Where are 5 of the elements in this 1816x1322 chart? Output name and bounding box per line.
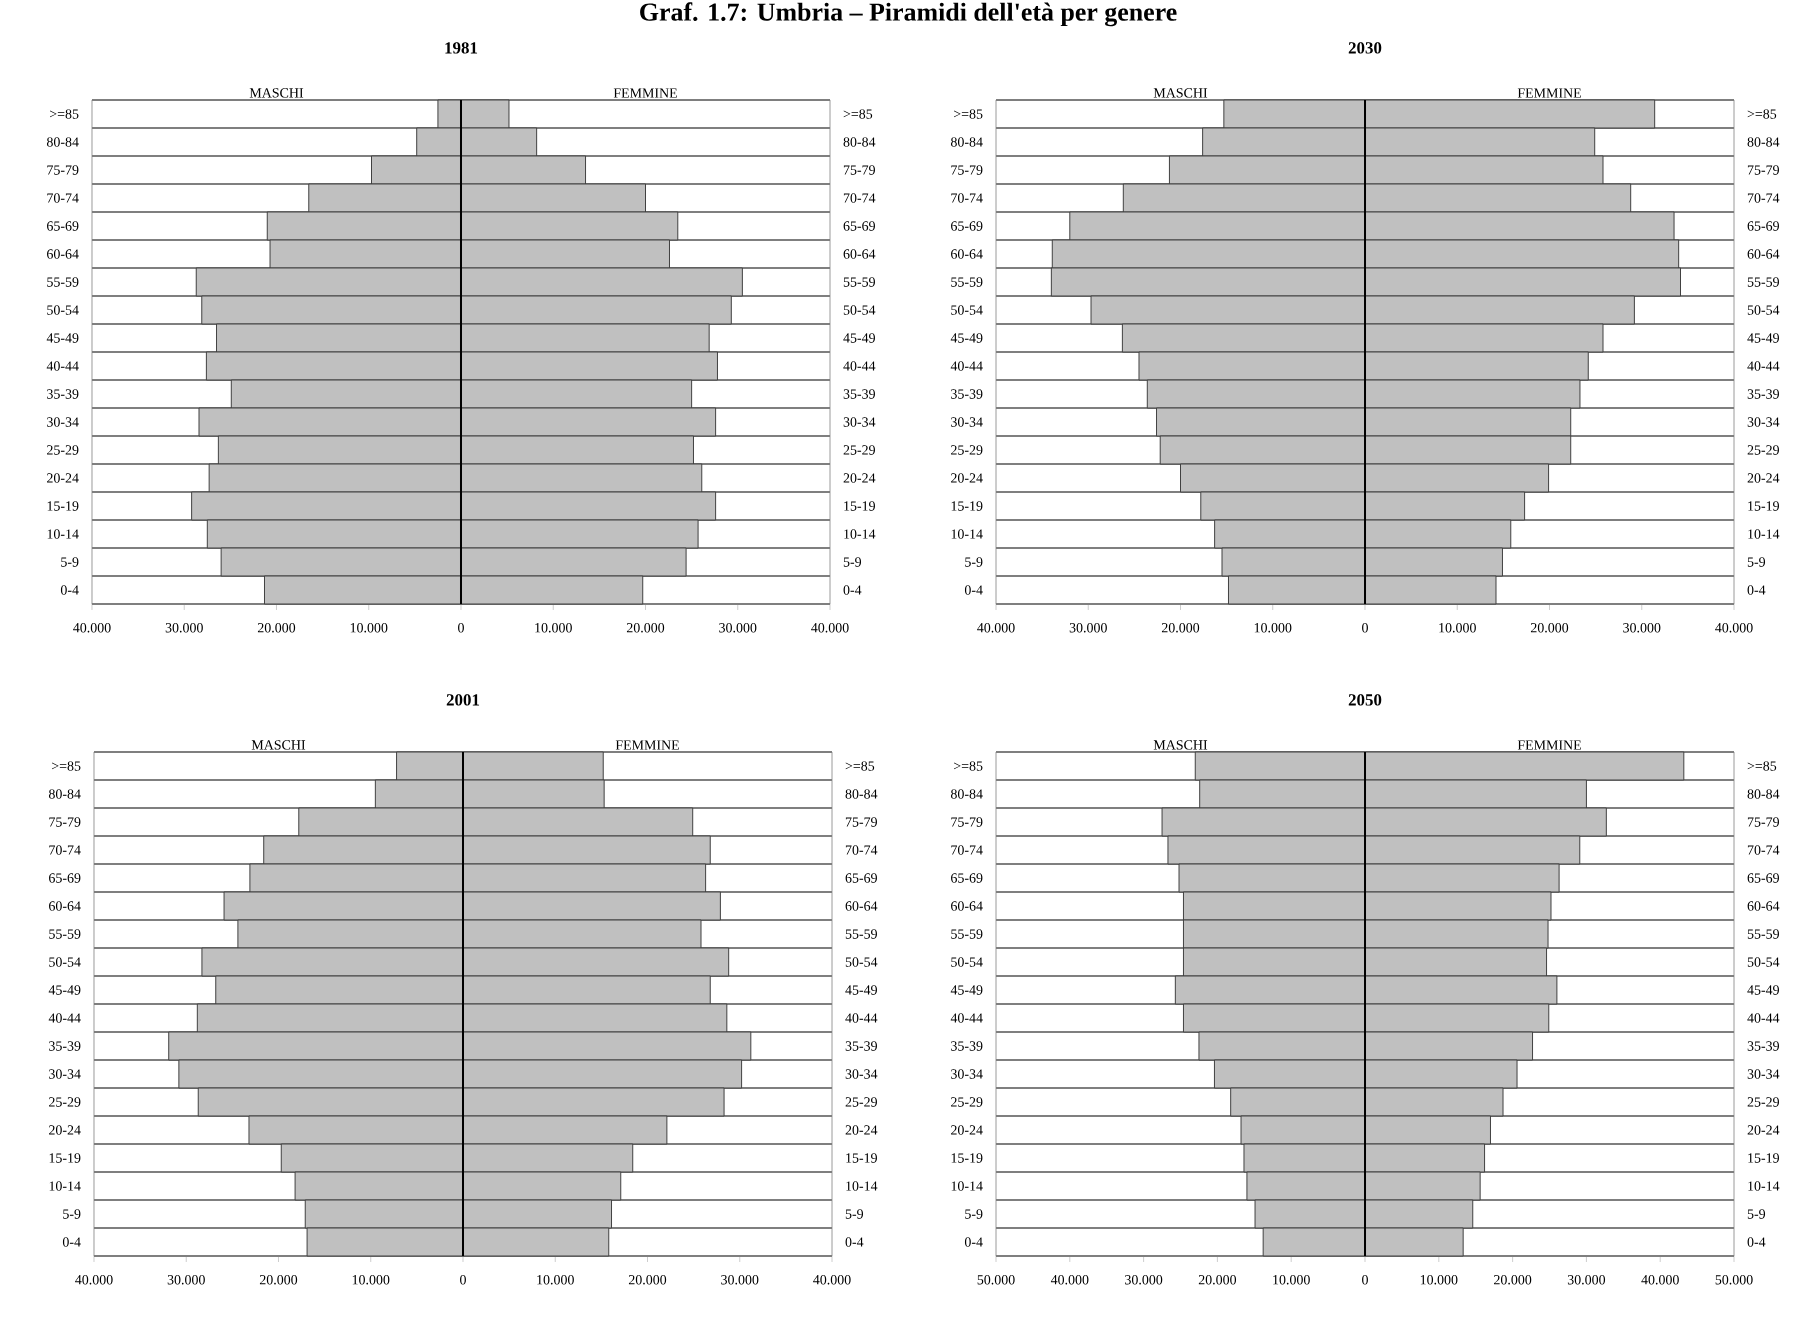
chart-title: 2050 bbox=[1348, 694, 1382, 706]
chart-title: 2001 bbox=[446, 694, 480, 706]
chart-title: 2030 bbox=[1348, 42, 1382, 54]
chart-title: 1981 bbox=[445, 42, 478, 54]
text: Graf. 1.7: Umbria – Piramidi dell'età per genere bbox=[640, 2, 1177, 27]
